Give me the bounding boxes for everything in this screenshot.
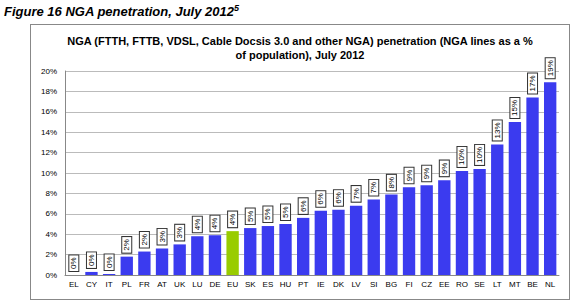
svg-text:6%: 6%: [299, 200, 308, 212]
svg-text:CZ: CZ: [421, 280, 432, 289]
svg-text:2%: 2%: [140, 234, 149, 246]
svg-text:EU: EU: [227, 280, 238, 289]
svg-text:10%: 10%: [41, 169, 57, 178]
svg-text:2%: 2%: [122, 239, 131, 251]
svg-text:14%: 14%: [41, 128, 57, 137]
svg-text:7%: 7%: [369, 182, 378, 194]
svg-text:ES: ES: [263, 280, 274, 289]
svg-text:NL: NL: [545, 280, 556, 289]
svg-text:AT: AT: [157, 280, 167, 289]
svg-text:of population), July 2012: of population), July 2012: [236, 49, 365, 61]
svg-text:MT: MT: [509, 280, 521, 289]
svg-text:RO: RO: [456, 280, 468, 289]
svg-text:18%: 18%: [41, 87, 57, 96]
svg-text:BE: BE: [527, 280, 538, 289]
svg-text:HU: HU: [280, 280, 292, 289]
svg-text:4%: 4%: [210, 218, 219, 230]
svg-text:0%: 0%: [87, 254, 96, 266]
svg-text:PL: PL: [122, 280, 132, 289]
html-text:5: 5: [234, 3, 239, 13]
svg-text:4%: 4%: [228, 214, 237, 226]
svg-text:16%: 16%: [41, 107, 57, 116]
svg-text:EE: EE: [439, 280, 450, 289]
svg-text:DE: DE: [209, 280, 220, 289]
svg-text:0%: 0%: [45, 271, 57, 280]
svg-text:2%: 2%: [45, 250, 57, 259]
svg-text:9%: 9%: [440, 163, 449, 175]
svg-text:FR: FR: [139, 280, 150, 289]
svg-text:4%: 4%: [193, 219, 202, 231]
svg-text:LT: LT: [493, 280, 502, 289]
svg-text:9%: 9%: [422, 168, 431, 180]
svg-text:BG: BG: [386, 280, 398, 289]
svg-text:SE: SE: [474, 280, 485, 289]
svg-text:PT: PT: [298, 280, 308, 289]
svg-text:9%: 9%: [405, 170, 414, 182]
svg-text:12%: 12%: [41, 148, 57, 157]
svg-text:6%: 6%: [316, 193, 325, 205]
svg-text:8%: 8%: [45, 189, 57, 198]
svg-text:SK: SK: [245, 280, 256, 289]
svg-text:CY: CY: [86, 280, 98, 289]
svg-text:13%: 13%: [493, 122, 502, 138]
svg-text:0%: 0%: [69, 257, 78, 269]
svg-text:0%: 0%: [105, 256, 114, 268]
svg-text:10%: 10%: [475, 147, 484, 163]
svg-text:6%: 6%: [45, 209, 57, 218]
svg-text:UK: UK: [174, 280, 186, 289]
svg-text:5%: 5%: [263, 208, 272, 220]
svg-text:6%: 6%: [334, 192, 343, 204]
svg-text:8%: 8%: [387, 177, 396, 189]
svg-text:LV: LV: [352, 280, 362, 289]
svg-text:FI: FI: [405, 280, 412, 289]
svg-text:15%: 15%: [510, 100, 519, 116]
svg-text:7%: 7%: [352, 188, 361, 200]
svg-text:5%: 5%: [281, 206, 290, 218]
svg-text:NGA (FTTH, FTTB, VDSL, Cable D: NGA (FTTH, FTTB, VDSL, Cable Docsis 3.0 …: [67, 35, 533, 47]
svg-text:3%: 3%: [175, 227, 184, 239]
svg-text:10%: 10%: [457, 149, 466, 165]
svg-text:17%: 17%: [528, 76, 537, 92]
svg-text:DK: DK: [333, 280, 345, 289]
svg-text:LU: LU: [192, 280, 202, 289]
svg-text:19%: 19%: [546, 60, 555, 76]
svg-text:4%: 4%: [45, 230, 57, 239]
svg-text:IE: IE: [317, 280, 325, 289]
svg-text:3%: 3%: [158, 231, 167, 243]
svg-text:20%: 20%: [41, 67, 57, 76]
svg-text:IT: IT: [106, 280, 113, 289]
svg-text:EL: EL: [69, 280, 79, 289]
svg-text:5%: 5%: [246, 211, 255, 223]
html-text:Figure 16 NGA penetration, Jul: Figure 16 NGA penetration, July 2012: [4, 4, 234, 20]
svg-text:SI: SI: [370, 280, 378, 289]
